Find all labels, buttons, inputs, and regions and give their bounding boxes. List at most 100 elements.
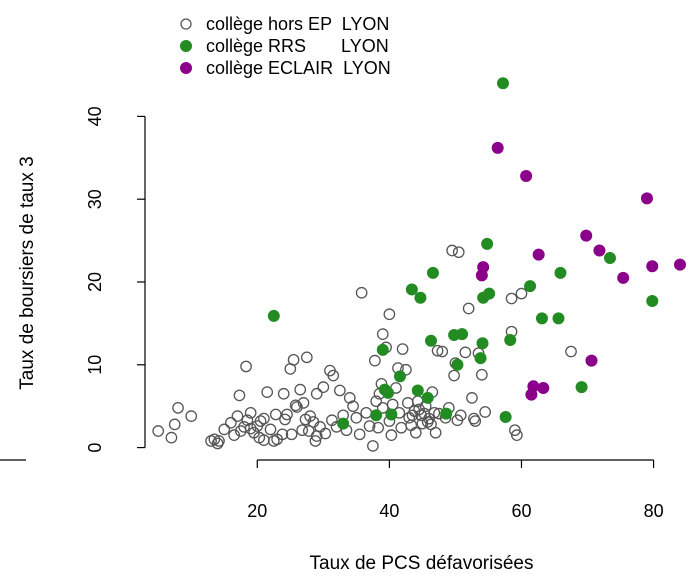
data-point — [446, 244, 458, 257]
data-point — [476, 368, 488, 381]
data-point — [309, 435, 322, 447]
data-point — [294, 383, 307, 396]
data-point — [333, 384, 346, 397]
data-point — [428, 406, 441, 419]
data-point — [165, 431, 178, 444]
x-tick-label: 20 — [247, 501, 267, 521]
data-point — [532, 248, 545, 261]
data-point — [537, 381, 550, 394]
data-point — [269, 408, 282, 421]
data-point — [382, 386, 395, 399]
data-point — [646, 295, 659, 308]
data-point — [452, 246, 465, 259]
data-point — [244, 422, 257, 435]
data-point — [285, 428, 298, 441]
legend-label: collège hors EP LYON — [206, 14, 389, 34]
data-point — [218, 423, 231, 436]
axes: 20 40 60 80 0 10 20 30 40 — [85, 106, 664, 521]
data-point — [240, 360, 252, 373]
data-point — [414, 291, 427, 304]
data-point — [400, 363, 412, 376]
data-point — [554, 266, 567, 279]
data-point — [491, 141, 504, 154]
x-axis-title: Taux de PCS défavorisées — [309, 553, 534, 574]
data-point — [454, 409, 467, 422]
data-point — [225, 416, 237, 429]
data-point — [369, 354, 381, 367]
x-tick-label: 80 — [644, 501, 664, 521]
data-point — [231, 410, 244, 422]
data-point — [267, 309, 280, 322]
data-point — [343, 392, 356, 404]
data-point — [244, 406, 257, 419]
data-point — [279, 413, 291, 426]
data-point — [409, 426, 422, 439]
data-point — [515, 287, 528, 300]
data-point — [474, 352, 487, 365]
data-point — [575, 381, 588, 394]
data-point — [152, 425, 165, 437]
data-point — [261, 386, 274, 398]
data-point — [426, 266, 439, 279]
data-point — [172, 401, 184, 414]
data-point — [405, 419, 418, 432]
data-point — [376, 343, 389, 356]
data-point — [353, 428, 366, 441]
data-point — [448, 369, 460, 382]
data-point — [281, 408, 293, 421]
data-point — [319, 427, 332, 440]
data-point — [483, 287, 496, 300]
y-axis-title: Taux de boursiers de taux 3 — [17, 156, 38, 390]
legend-marker — [180, 40, 192, 52]
data-point — [213, 435, 225, 447]
data-point — [405, 283, 418, 296]
data-point — [640, 192, 653, 205]
data-point — [476, 337, 489, 350]
data-points — [152, 77, 686, 452]
data-point — [429, 426, 442, 439]
data-point — [436, 345, 449, 358]
data-point — [350, 411, 363, 424]
data-point — [481, 237, 494, 250]
data-point — [370, 395, 383, 408]
y-tick-label: 10 — [85, 355, 105, 375]
data-point — [499, 410, 512, 423]
legend-label: collège RRS LYON — [206, 36, 389, 56]
data-point — [527, 380, 540, 393]
y-tick-label: 20 — [85, 272, 105, 292]
legend-marker — [180, 18, 192, 30]
data-point — [411, 384, 424, 397]
data-point — [228, 429, 241, 442]
y-tick-label: 0 — [85, 443, 105, 453]
data-point — [440, 407, 453, 420]
data-point — [421, 391, 434, 404]
data-point — [535, 312, 548, 325]
data-point — [462, 302, 475, 315]
data-point — [585, 354, 598, 367]
data-point — [355, 286, 368, 299]
data-point — [674, 258, 686, 271]
data-point — [241, 414, 254, 427]
data-point — [264, 423, 277, 436]
data-point — [254, 415, 267, 427]
data-point — [310, 387, 323, 400]
data-point — [297, 397, 310, 409]
data-point — [383, 308, 396, 321]
data-point — [287, 353, 300, 366]
data-point — [296, 424, 309, 437]
data-point — [370, 409, 383, 422]
data-point — [451, 358, 464, 371]
data-point — [304, 410, 316, 422]
data-point — [646, 260, 659, 273]
data-point — [403, 411, 416, 424]
data-point — [395, 421, 408, 434]
data-point — [363, 420, 376, 432]
data-point — [277, 387, 290, 400]
data-point — [580, 229, 593, 242]
data-point — [185, 410, 198, 422]
data-point — [504, 333, 517, 346]
data-point — [327, 369, 340, 382]
data-point — [385, 429, 398, 442]
data-point — [477, 261, 490, 274]
